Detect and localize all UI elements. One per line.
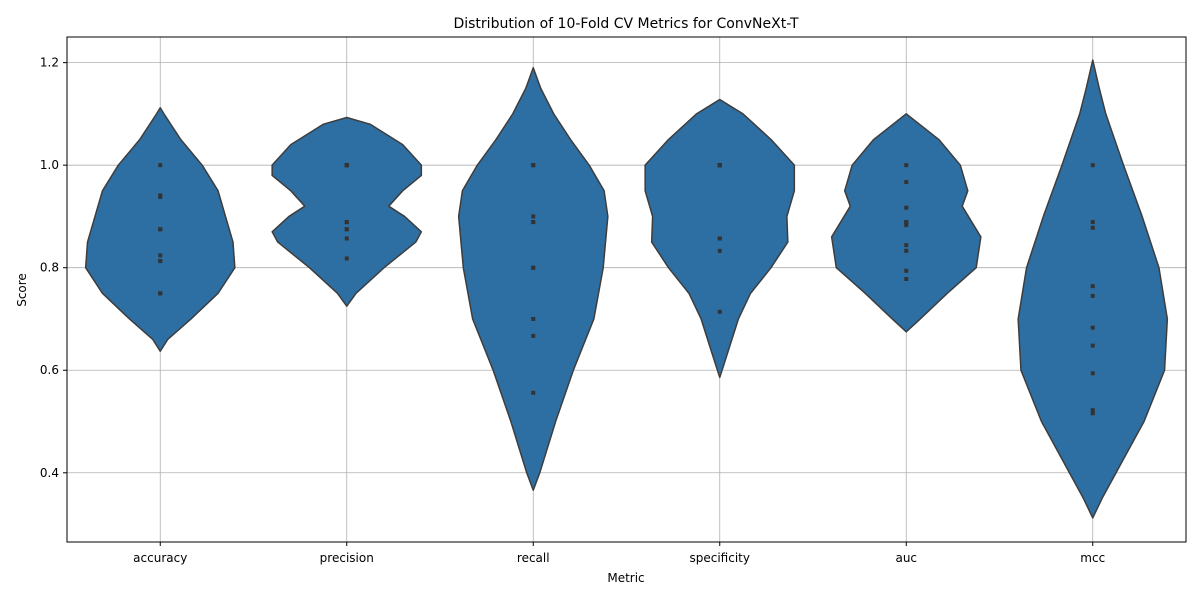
point-accuracy [158,259,163,264]
point-mcc [1090,284,1095,289]
point-auc [904,220,909,225]
y-tick-label: 0.8 [40,261,59,275]
point-auc [904,268,909,273]
point-mcc [1090,163,1095,168]
point-recall [531,333,536,338]
point-precision [344,163,349,168]
point-specificity [717,309,722,314]
point-precision [344,227,349,232]
point-precision [344,220,349,225]
point-auc [904,205,909,210]
point-auc [904,163,909,168]
y-axis-title: Score [15,273,29,307]
x-tick-label-auc: auc [895,551,917,565]
point-recall [531,390,536,395]
x-tick-label-specificity: specificity [690,551,750,565]
point-specificity [717,163,722,168]
y-tick-label: 0.4 [40,466,59,480]
point-mcc [1090,343,1095,348]
violin-recall [457,67,609,491]
x-axis-title: Metric [607,571,644,585]
point-auc [904,180,909,185]
point-mcc [1090,220,1095,225]
point-auc [904,248,909,253]
point-specificity [717,248,722,253]
point-recall [531,214,536,219]
point-mcc [1090,225,1095,230]
y-tick-label: 1.2 [40,56,59,70]
point-mcc [1090,325,1095,330]
point-recall [531,316,536,321]
x-tick-label-precision: precision [320,551,374,565]
point-auc [904,223,909,228]
point-recall [531,163,536,168]
y-tick-label: 0.6 [40,363,59,377]
point-mcc [1090,293,1095,298]
point-accuracy [158,163,163,168]
point-accuracy [158,194,163,199]
x-tick-label-recall: recall [517,551,550,565]
points-layer [158,163,1095,416]
point-recall [531,265,536,270]
chart-title: Distribution of 10-Fold CV Metrics for C… [453,16,798,32]
point-auc [904,243,909,248]
violin-precision [271,116,423,307]
point-recall [531,220,536,225]
point-auc [904,276,909,281]
y-tick-label: 1.0 [40,158,59,172]
point-mcc [1090,371,1095,376]
point-accuracy [158,291,163,296]
point-specificity [717,236,722,241]
point-accuracy [158,253,163,258]
point-accuracy [158,227,163,232]
point-precision [344,236,349,241]
point-mcc [1090,408,1095,413]
x-tick-label-mcc: mcc [1080,551,1105,565]
point-precision [344,256,349,261]
violin-mcc [1017,59,1169,519]
x-tick-label-accuracy: accuracy [133,551,187,565]
ticks-layer: 0.4 0.6 0.8 1.0 1.2 accuracy precision recall sp… [40,56,1105,565]
point-mcc [1090,411,1095,416]
plot-frame [66,36,1187,543]
